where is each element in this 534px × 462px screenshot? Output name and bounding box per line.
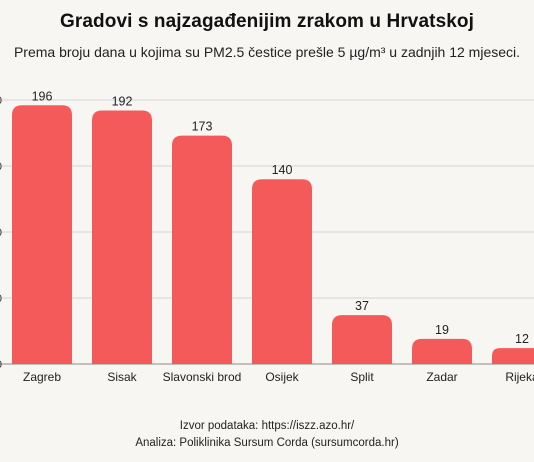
analysis-note: Analiza: Poliklinika Sursum Corda (sursu… [135, 437, 399, 449]
y-tick-label: 0 [0, 359, 2, 371]
y-tick-label: 0 [0, 95, 2, 107]
x-tick-label: Zadar [426, 370, 457, 384]
bars [12, 105, 534, 364]
value-label: 192 [112, 95, 133, 109]
value-labels: 196 192 173 140 37 19 12 [32, 89, 529, 346]
y-tick-labels: 0 0 0 0 0 [0, 95, 2, 371]
x-tick-label: Split [350, 370, 374, 384]
bar-rijeka [492, 348, 534, 364]
chart-subtitle: Prema broju dana u kojima su PM2.5 česti… [13, 44, 521, 60]
y-tick-label: 0 [0, 227, 2, 239]
value-label: 173 [192, 120, 213, 134]
source-note: Izvor podataka: https://iszz.azo.hr/ [179, 420, 355, 432]
bar-osijek [252, 179, 312, 364]
y-tick-label: 0 [0, 293, 2, 305]
x-tick-label: Osijek [265, 370, 299, 384]
y-tick-label: 0 [0, 161, 2, 173]
bar-sisak [92, 110, 152, 364]
chart-title: Gradovi s najzagađenijim zrakom u Hrvats… [60, 11, 474, 32]
value-label: 196 [32, 89, 53, 103]
value-label: 37 [355, 299, 369, 313]
bar-zadar [412, 338, 472, 364]
x-tick-labels: Zagreb Sisak Slavonski brod Osijek Split Zada… [23, 370, 534, 384]
x-tick-label: Zagreb [23, 370, 61, 384]
bar-zagreb [12, 105, 72, 364]
value-label: 12 [515, 332, 529, 346]
x-tick-label: Sisak [107, 370, 137, 384]
value-label: 140 [272, 163, 293, 177]
x-tick-label: Slavonski brod [163, 370, 242, 384]
value-label: 19 [435, 323, 449, 337]
x-tick-label: Rijeka [505, 370, 534, 384]
bar-slavonski-brod [172, 135, 232, 364]
bar-split [332, 315, 392, 364]
